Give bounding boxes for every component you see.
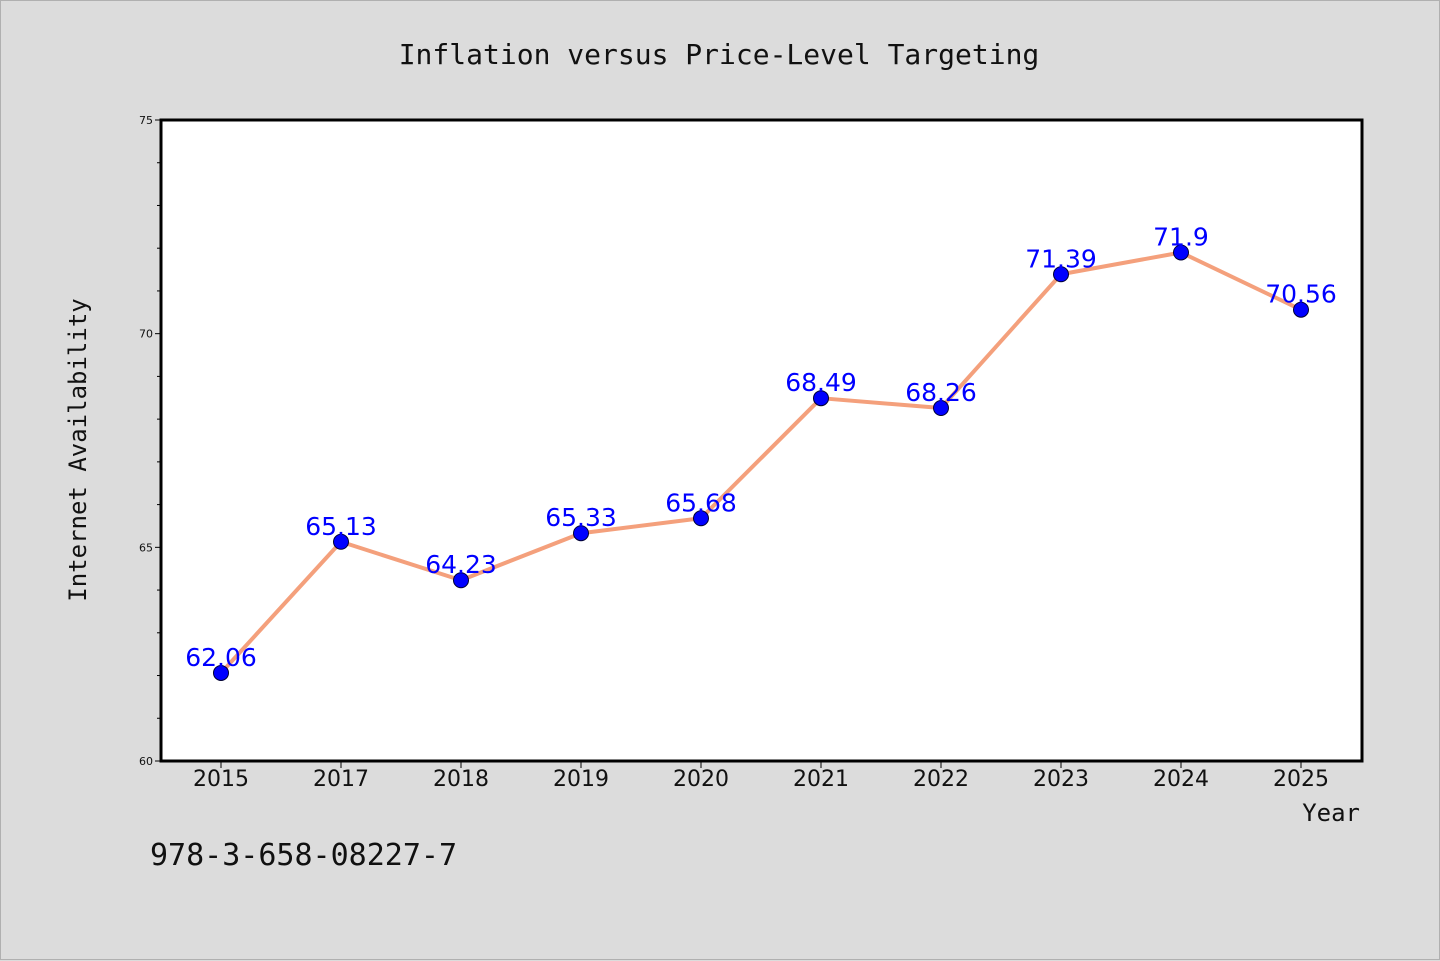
data-label: 71.9 xyxy=(1153,222,1209,251)
y-tick-label: 75 xyxy=(139,114,153,127)
data-point xyxy=(1053,266,1069,283)
data-label: 64.23 xyxy=(425,550,497,579)
x-tick-label: 2019 xyxy=(553,767,609,792)
data-label: 68.26 xyxy=(905,378,977,407)
x-tick-label: 2025 xyxy=(1273,767,1329,792)
data-point xyxy=(1173,244,1189,261)
plot-area xyxy=(159,118,1364,763)
x-tick-label: 2018 xyxy=(433,767,489,792)
data-point xyxy=(933,400,949,417)
x-tick-label: 2021 xyxy=(793,767,849,792)
data-point xyxy=(453,572,469,589)
data-label: 70.56 xyxy=(1265,280,1337,309)
x-tick-label: 2017 xyxy=(313,767,369,792)
data-label: 65.33 xyxy=(545,503,617,532)
data-point xyxy=(693,510,709,527)
series-layer: 62.06 65.13 64.23 65.33 65.68 68.49 68.26 71.39… xyxy=(185,222,1337,681)
data-label: 68.49 xyxy=(785,368,857,397)
y-axis-label: Internet Availability xyxy=(64,298,92,601)
data-point xyxy=(333,533,349,550)
chart-title: Inflation versus Price-Level Targeting xyxy=(399,38,1040,71)
x-axis-label: Year xyxy=(1302,799,1360,827)
y-tick-label: 60 xyxy=(139,755,153,768)
y-axis: 60 65 70 75 xyxy=(139,114,161,768)
data-label: 62.06 xyxy=(185,643,257,672)
data-label: 65.68 xyxy=(665,488,737,517)
x-tick-label: 2020 xyxy=(673,767,729,792)
x-axis: 2015 2017 2018 2019 2020 2021 2022 2023 2024 2025 xyxy=(193,761,1329,792)
data-point xyxy=(813,390,829,407)
y-tick-label: 70 xyxy=(139,328,153,341)
x-tick-label: 2023 xyxy=(1033,767,1089,792)
x-tick-label: 2015 xyxy=(193,767,249,792)
x-tick-label: 2024 xyxy=(1153,767,1209,792)
series-line xyxy=(219,250,1303,675)
isbn-footer: 978-3-658-08227-7 xyxy=(150,838,457,873)
data-point xyxy=(573,525,589,542)
x-tick-label: 2022 xyxy=(913,767,969,792)
data-label: 71.39 xyxy=(1025,244,1097,273)
data-point xyxy=(1293,301,1309,318)
data-point xyxy=(213,664,229,681)
y-tick-label: 65 xyxy=(139,541,153,554)
data-label: 65.13 xyxy=(305,512,377,541)
